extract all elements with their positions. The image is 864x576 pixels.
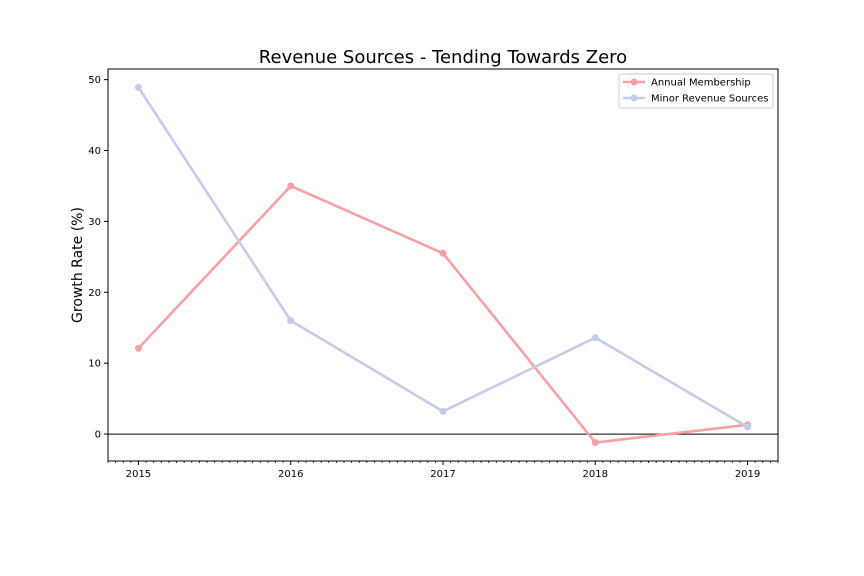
series-line [137,184,749,444]
y-tick-label: 30 [88,217,101,228]
legend-label: Annual Membership [651,78,751,89]
series-group [134,83,752,447]
y-tick-label: 20 [88,288,101,299]
y-tick-label: 0 [95,430,101,441]
legend-swatch-marker [630,94,638,102]
data-point [744,423,752,431]
data-point [287,317,295,325]
x-tick-label: 2018 [583,469,608,480]
legend: Annual Membership Minor Revenue Sources [618,73,774,109]
x-axis-ticks: 2015 2016 2017 2018 2019 [107,461,779,480]
series-line [137,86,749,429]
x-tick-label: 2019 [735,469,760,480]
data-point [287,182,295,190]
data-point [439,407,447,415]
legend-label: Minor Revenue Sources [651,94,768,105]
data-point [591,334,599,342]
data-point [439,249,447,257]
legend-swatch-marker [630,78,638,86]
x-tick-label: 2015 [126,469,151,480]
data-point [134,344,142,352]
chart-title: Revenue Sources - Tending Towards Zero [259,47,627,68]
y-tick-label: 50 [88,75,101,86]
y-tick-label: 40 [88,146,101,157]
x-tick-label: 2016 [278,469,303,480]
data-point [591,439,599,447]
y-axis-ticks: 0 10 20 30 40 50 [88,75,108,441]
data-point [134,83,142,91]
x-tick-label: 2017 [430,469,455,480]
y-tick-label: 10 [88,359,101,370]
legend-box [618,73,774,109]
y-axis-label: Growth Rate (%) [70,207,86,323]
plot-frame [107,68,779,462]
